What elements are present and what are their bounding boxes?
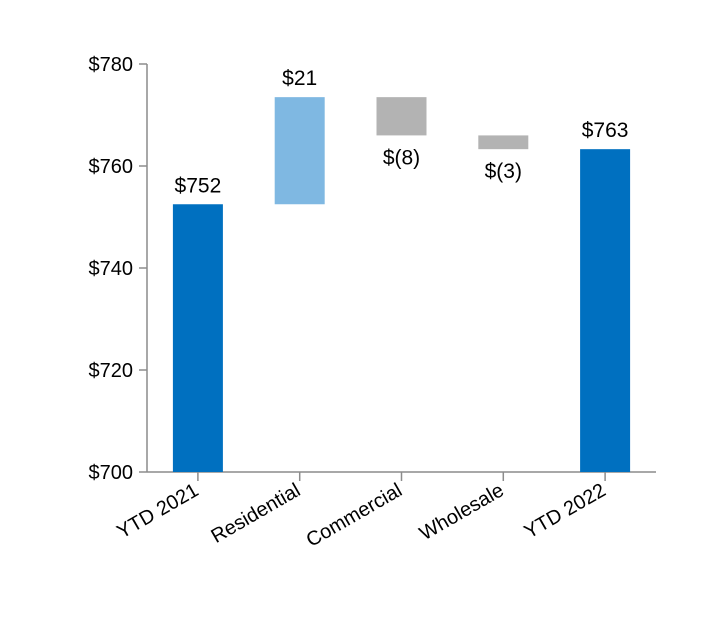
bar-ytd-2022 [580, 149, 631, 473]
category-label: YTD 2022 [521, 479, 610, 543]
bars [172, 97, 631, 473]
category-label: Wholesale [416, 479, 508, 545]
data-label: $(8) [383, 146, 420, 169]
data-labels: $752 $21 $(8) $(3) $763 [175, 67, 629, 197]
y-axis: $700 $720 $740 $760 $780 [89, 54, 148, 484]
x-axis [147, 471, 656, 481]
bar-wholesale [478, 135, 529, 150]
category-label: YTD 2021 [113, 479, 202, 543]
data-label: $752 [175, 174, 222, 197]
data-label: $(3) [485, 160, 522, 183]
y-tick-label: $720 [89, 360, 134, 382]
data-label: $763 [582, 119, 629, 142]
category-label: Commercial [303, 479, 406, 551]
y-tick-label: $760 [89, 156, 134, 178]
category-label: Residential [208, 479, 305, 548]
y-tick-label: $700 [89, 462, 134, 484]
data-label: $21 [282, 67, 317, 90]
bar-ytd-2021 [172, 204, 223, 472]
y-tick-label: $740 [89, 258, 134, 280]
bar-commercial [376, 97, 427, 136]
y-tick-label: $780 [89, 54, 134, 76]
bar-residential [274, 97, 325, 205]
